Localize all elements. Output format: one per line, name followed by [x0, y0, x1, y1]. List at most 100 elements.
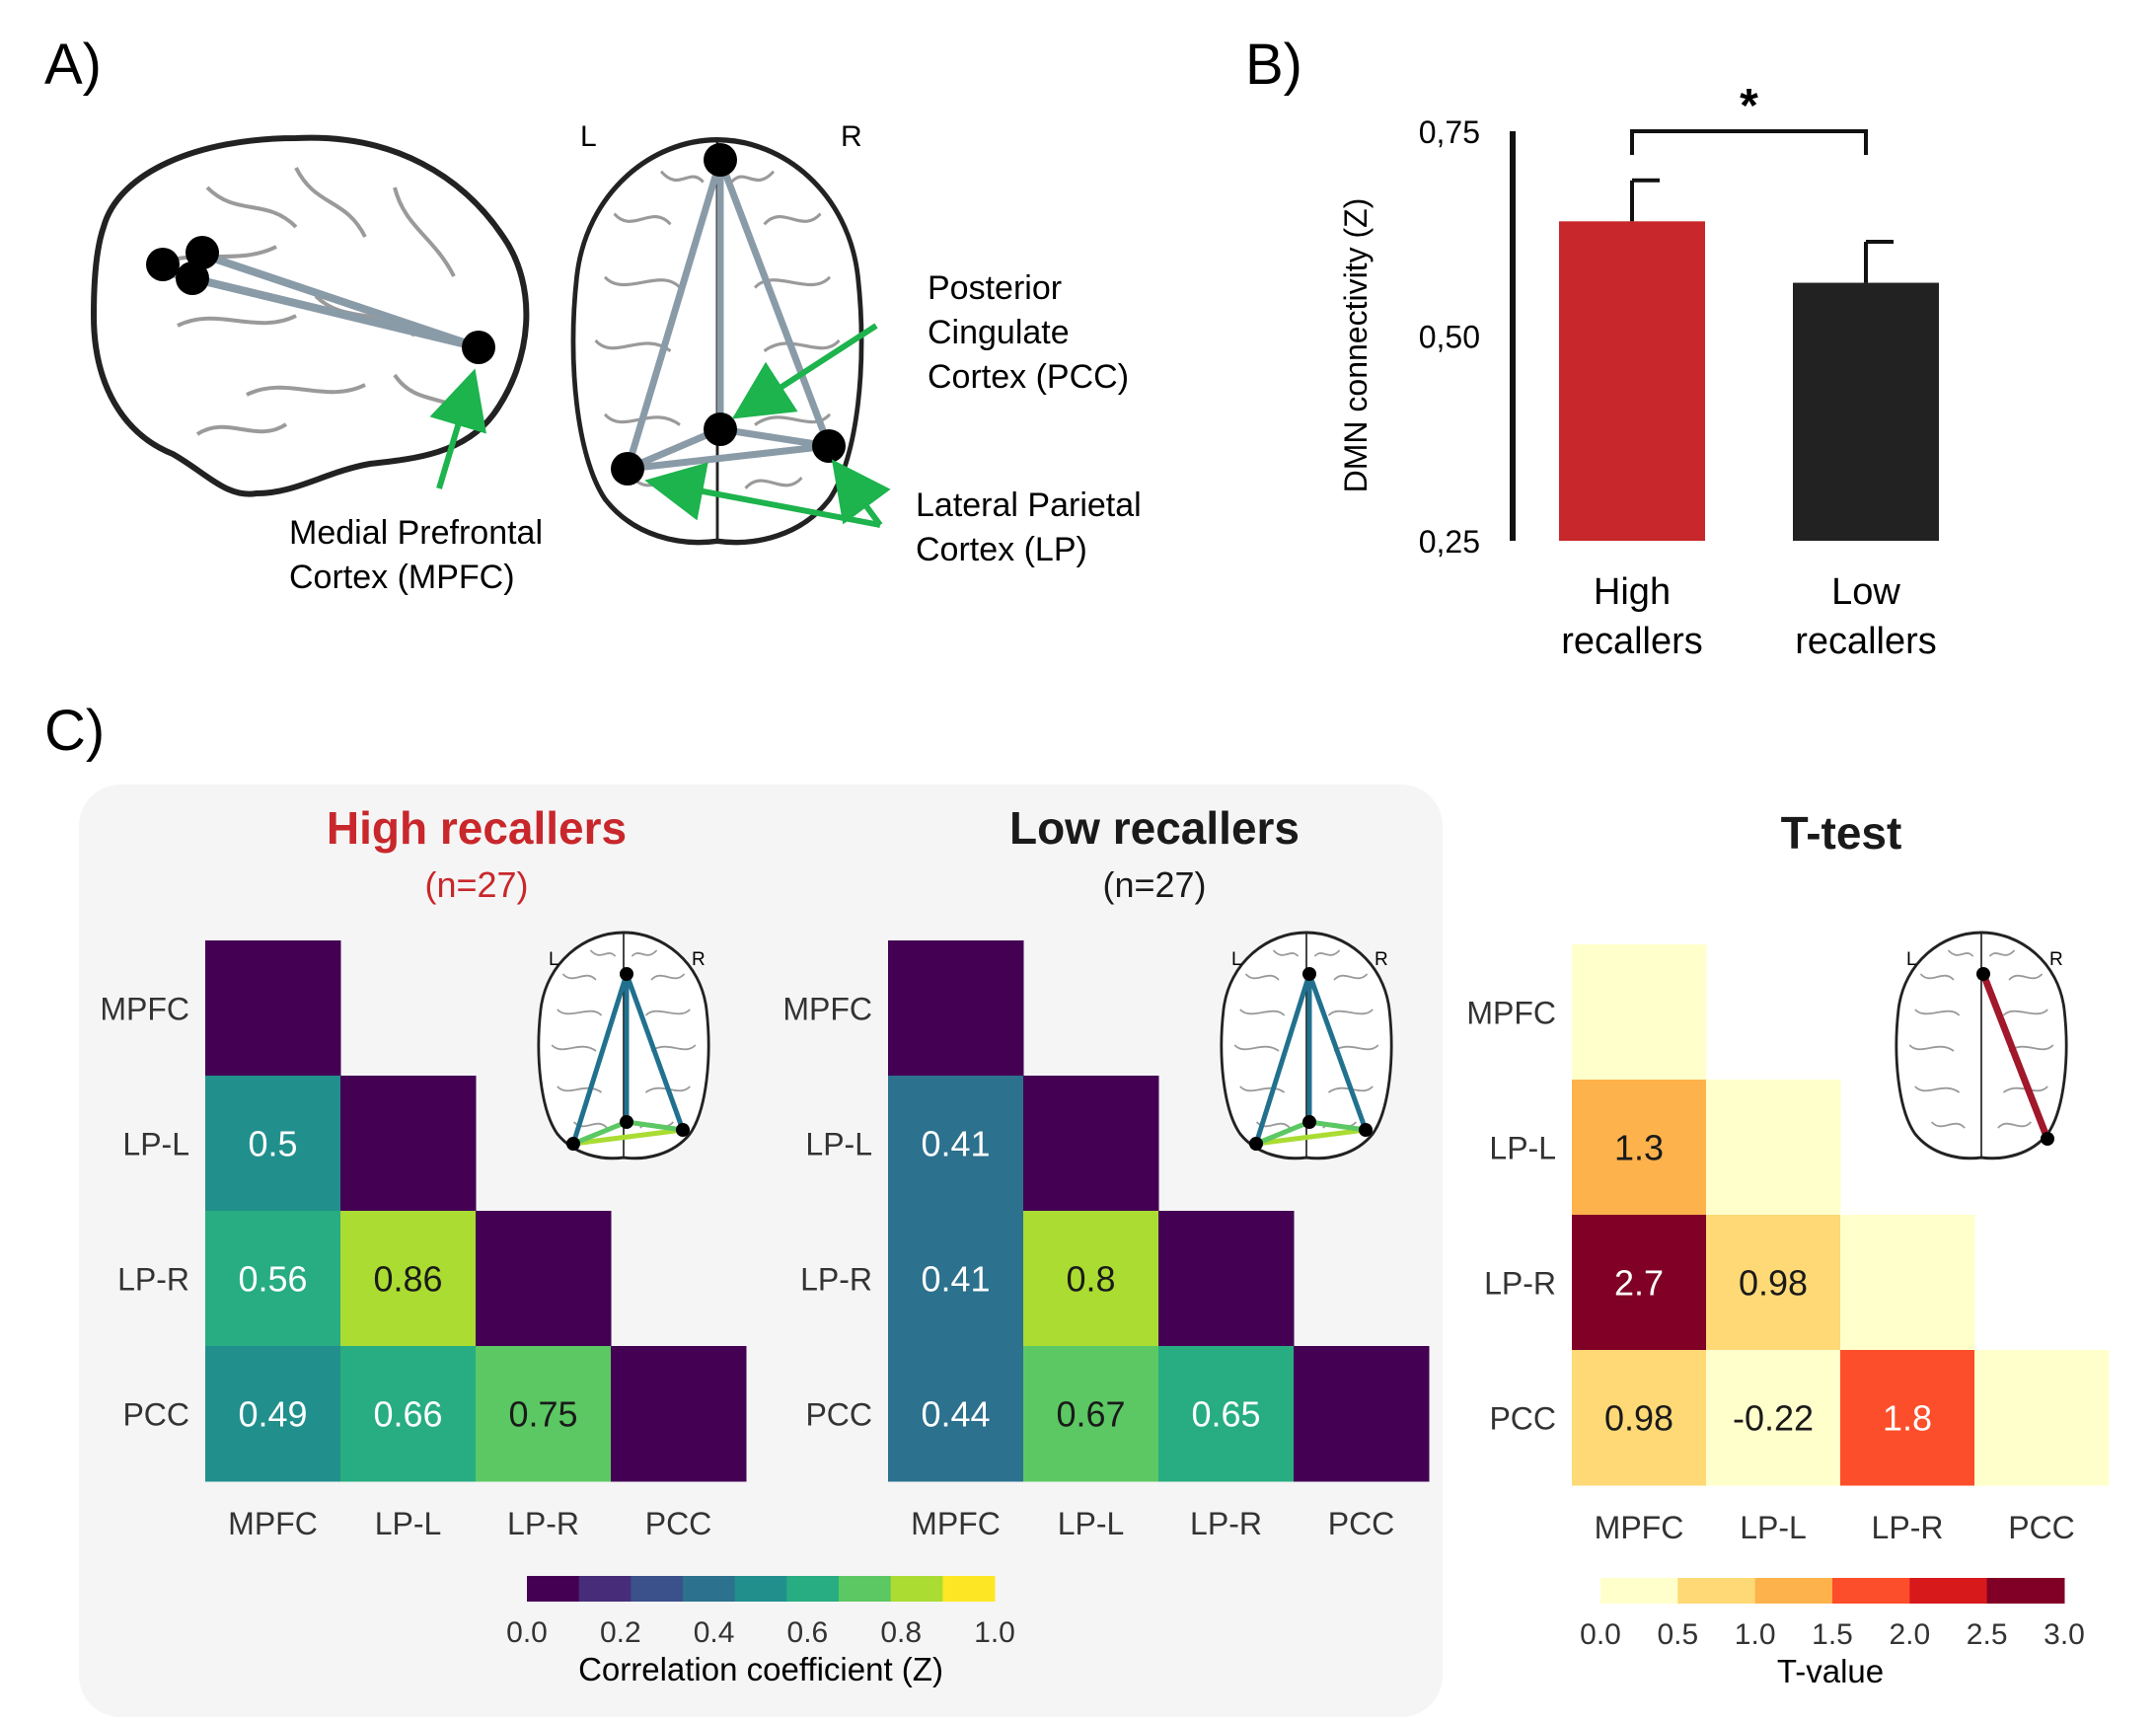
lp-left-node [611, 452, 644, 486]
colorbar-tick-label: 0.5 [1657, 1618, 1698, 1651]
colorbar-segment [631, 1576, 684, 1602]
heatmap-cell [340, 1346, 477, 1482]
column-label: LP-L [1058, 1506, 1125, 1541]
group-panel-background [79, 785, 1443, 1717]
heatmap-cell [1572, 1350, 1707, 1486]
y-tick-label: 0,25 [1419, 524, 1480, 560]
row-label: PCC [805, 1397, 872, 1433]
bar-chart: 0,25 0,50 0,75 High recallers Low recallers * [1419, 80, 1939, 662]
colorbar-tick-label: 0.8 [880, 1616, 922, 1649]
heatmap-cell [1974, 1350, 2110, 1486]
colorbar-segment [786, 1576, 840, 1602]
row-label: PCC [1489, 1401, 1556, 1437]
cell-value: 0.8 [1066, 1259, 1115, 1300]
cell-value: 0.98 [1604, 1398, 1673, 1439]
mini-network-high [566, 967, 690, 1151]
colorbar-segment [578, 1576, 632, 1602]
significance-marker: * [1740, 80, 1758, 132]
column-label: LP-R [1190, 1506, 1262, 1541]
column-label: LP-R [1872, 1510, 1944, 1545]
heatmap-title-high: High recallers [327, 802, 627, 854]
heatmap-cell [476, 1346, 612, 1482]
significance-bracket [1630, 129, 1868, 155]
column-label: MPFC [911, 1506, 1001, 1541]
column-label: PCC [1328, 1506, 1395, 1541]
category-label: recallers [1795, 621, 1937, 662]
pcc-annotation: Posterior Cingulate Cortex (PCC) [928, 269, 1129, 396]
panel-b-label: B) [1245, 33, 1302, 97]
cell-value: 0.56 [238, 1259, 307, 1300]
row-label: MPFC [782, 992, 872, 1027]
cell-value: 0.98 [1739, 1263, 1808, 1304]
heatmap-cell [1572, 1215, 1707, 1351]
mini-brain-right-label: R [692, 949, 706, 970]
colorbar-tick-label: 2.0 [1889, 1618, 1930, 1651]
colorbar-tick-label: 3.0 [2044, 1618, 2085, 1651]
lp-right-node [812, 429, 846, 463]
pcc-node [462, 331, 495, 364]
y-tick-label: 0,75 [1419, 114, 1480, 150]
cell-value: -0.22 [1733, 1398, 1814, 1439]
lp-annotation: Lateral Parietal Cortex (LP) [916, 486, 1151, 568]
colorbar-segment [1754, 1578, 1833, 1604]
pcc-node [704, 412, 737, 446]
panel-c-label: C) [44, 699, 105, 763]
mini-brain-left-label: L [1906, 949, 1917, 970]
heatmap-cell [888, 1076, 1024, 1212]
panel-a-label: A) [44, 33, 102, 97]
heatmap-cell [888, 1211, 1024, 1347]
row-label: MPFC [1466, 996, 1556, 1031]
heatmap-cell [611, 1346, 747, 1482]
heatmap-cell [1840, 1350, 1975, 1486]
heatmap-cell [1706, 1080, 1841, 1216]
colorbar-segment [734, 1576, 787, 1602]
row-label: LP-L [1489, 1131, 1556, 1166]
column-label: LP-R [507, 1506, 579, 1541]
colorbars: 0.0 0.2 0.4 0.6 0.8 1.0 0.0 0.5 1.0 1.5 2.0 2.5 3.0 [506, 1576, 2085, 1651]
heatmap-cell [205, 1211, 341, 1347]
colorbar-tick-label: 2.5 [1967, 1618, 2008, 1651]
mpfc-node [186, 236, 219, 269]
colorbar-tick-label: 0.0 [1580, 1618, 1621, 1651]
row-label: PCC [122, 1397, 189, 1433]
heatmap-cell [340, 1211, 477, 1347]
y-axis-label: DMN connectivity (Z) [1338, 198, 1374, 493]
heatmap-cell [1572, 1080, 1707, 1216]
colorbar-segment [942, 1576, 996, 1602]
mpfc-node [176, 262, 209, 295]
cell-value: 0.44 [921, 1394, 990, 1435]
heatmap-cell [1158, 1211, 1295, 1347]
cell-value: 2.7 [1614, 1263, 1664, 1304]
mini-brain-left-label: L [1231, 949, 1242, 970]
colorbar-label-correlation: Correlation coefficient (Z) [578, 1651, 943, 1687]
heatmap-cell [1158, 1346, 1295, 1482]
cell-value: 0.86 [373, 1259, 442, 1300]
bar [1559, 221, 1705, 542]
heatmap-cell [1294, 1346, 1430, 1482]
mini-brain-left-label: L [549, 949, 559, 970]
cell-value: 0.41 [921, 1124, 990, 1164]
row-label: LP-R [117, 1262, 189, 1298]
heatmap-cell [1023, 1211, 1159, 1347]
category-label: recallers [1561, 621, 1703, 662]
y-tick-label: 0,50 [1419, 320, 1480, 355]
axial-left-label: L [580, 120, 597, 153]
cell-value: 0.49 [238, 1394, 307, 1435]
heatmap-cell [205, 940, 341, 1077]
row-label: LP-L [122, 1127, 189, 1162]
cell-value: 0.67 [1056, 1394, 1125, 1435]
annotation-arrows [429, 323, 891, 528]
heatmap-cell [340, 1076, 477, 1212]
heatmap-cell [476, 1211, 612, 1347]
category-label: High [1594, 571, 1671, 613]
heatmap-cell [1840, 1215, 1975, 1351]
colorbar-segment [683, 1576, 736, 1602]
colorbar-tick-label: 1.0 [974, 1616, 1015, 1649]
heatmaps: 0.5 0.56 0.86 0.49 0.66 0.75 MPFC MPFC LP-L LP-L L… [100, 940, 2110, 1545]
row-label: LP-L [805, 1127, 872, 1162]
column-label: PCC [645, 1506, 712, 1541]
colorbar-segment [527, 1576, 580, 1602]
category-label: Low [1831, 571, 1900, 613]
mini-network-ttest [1976, 967, 2054, 1146]
cell-value: 0.75 [508, 1394, 577, 1435]
